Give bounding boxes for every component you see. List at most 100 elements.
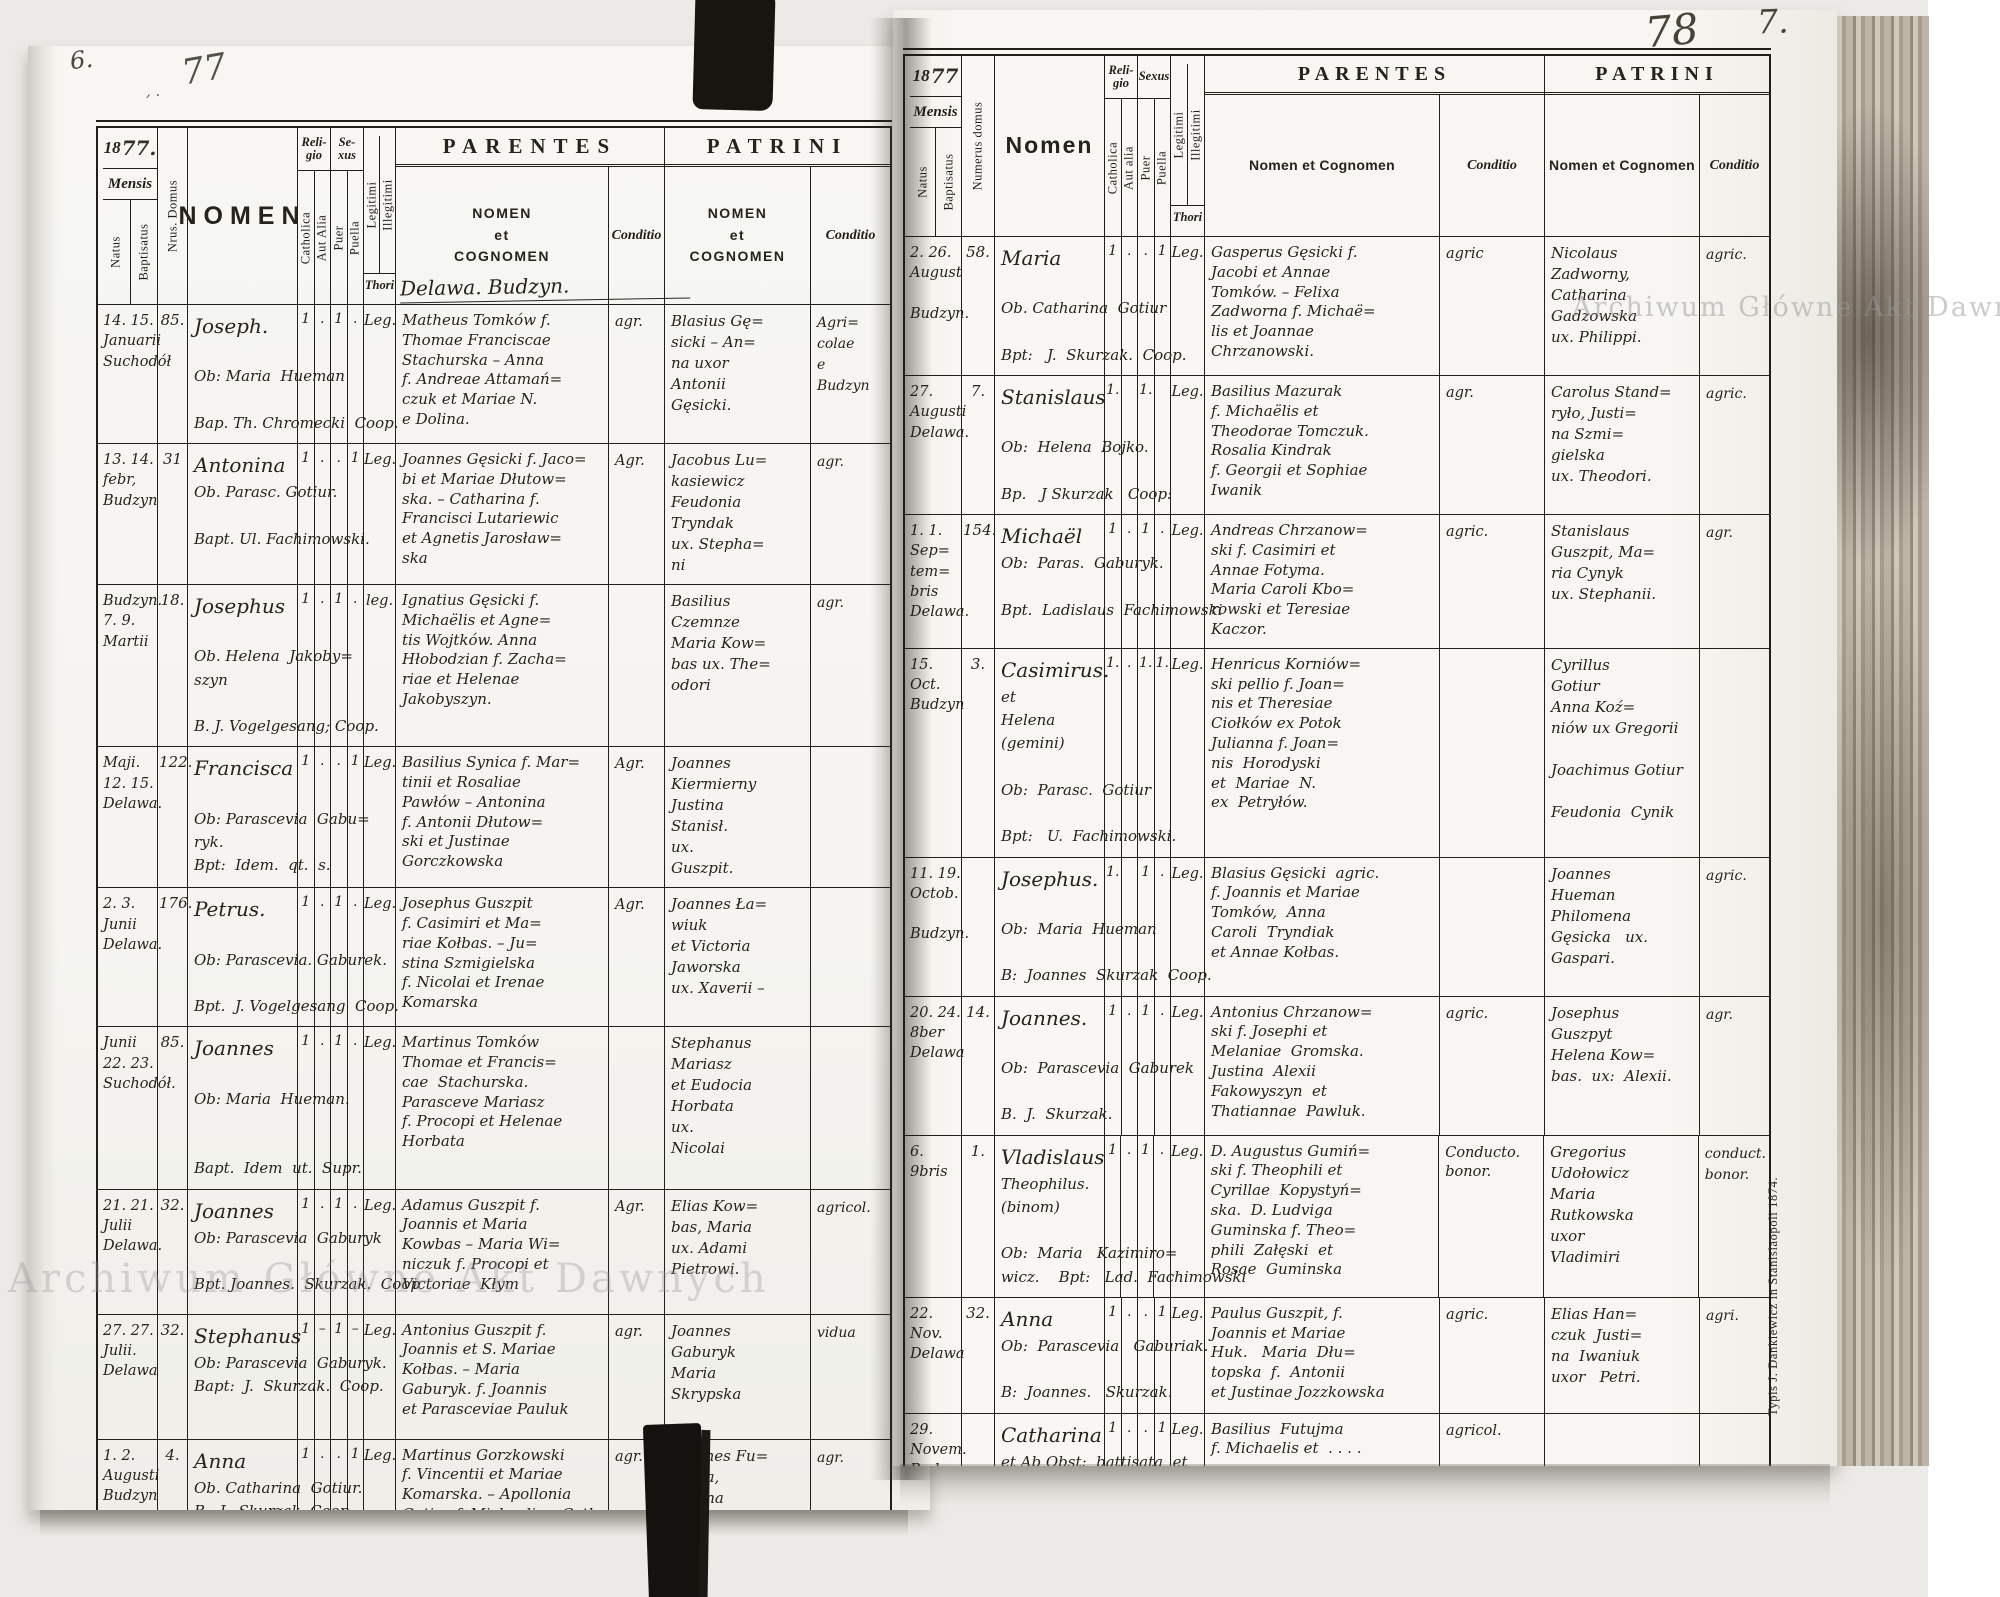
entry-house-number: 122. xyxy=(158,747,192,888)
year-label: 18 77. xyxy=(103,128,157,169)
entry-patrini-conditio xyxy=(811,747,890,887)
entry-puella: – xyxy=(348,1314,364,1439)
register-entry-row: 15. Oct. Budzyn 3. Casimirus. et Helena … xyxy=(905,648,1769,858)
entry-parentes-conditio: Agr. xyxy=(609,1189,665,1314)
page-shadow xyxy=(40,1510,908,1536)
entry-date: 27. 27. Julii. Delawa xyxy=(98,1314,158,1439)
entry-patrini: Elias Kow= bas, Maria ux. Adami Pietrowi… xyxy=(665,1189,811,1314)
patrini-title: PATRINI xyxy=(665,128,890,167)
entry-nomen: Stephanus Ob: Parascevia Gaburyk. Bapt: … xyxy=(188,1314,387,1439)
entry-patrini-conditio xyxy=(811,888,890,1026)
entry-nomen: Casimirus. et Helena (gemini) Ob: Parasc… xyxy=(995,648,1176,857)
register-entry-row: 20. 24. 8ber Delawa 14. Joannes. Ob: Par… xyxy=(905,996,1769,1136)
nomen-column: NOMEN xyxy=(178,128,300,304)
natus-column: Natus xyxy=(103,200,131,304)
entry-parentes: Andreas Chrzanow= ski f. Casimiri et Ann… xyxy=(1205,515,1440,648)
entry-house-number: 32. xyxy=(158,1314,188,1439)
entry-patrini: Carolus Stand= ryło, Justi= na Szmi= gie… xyxy=(1545,376,1700,514)
entry-aut-alia xyxy=(1122,857,1138,996)
entry-nomen: Stanislaus Ob: Helena Bojko. Bp. J Skurz… xyxy=(995,376,1172,514)
entry-house-number: 32. xyxy=(158,1189,188,1314)
entry-aut-alia: . xyxy=(315,444,331,584)
entry-parentes-conditio: Agr. xyxy=(609,888,665,1027)
entry-patrini: Basilius Czemnze Maria Kow= bas ux. The=… xyxy=(665,585,811,747)
entry-patrini-conditio xyxy=(1700,649,1769,857)
entry-nomen: Vladislaus Theophilus. (binom) Ob: Maria… xyxy=(995,1135,1246,1297)
entry-parentes: Josephus Guszpit f. Casimiri et Ma= riae… xyxy=(396,888,609,1027)
entry-aut-alia: . xyxy=(1122,237,1138,375)
entry-aut-alia: . xyxy=(315,888,331,1027)
entry-puer: . xyxy=(331,747,348,888)
entry-legitimi: Leg. xyxy=(1171,376,1205,514)
year-handwritten: 77 xyxy=(930,64,959,88)
catholica-column: Catholica xyxy=(1105,99,1122,236)
religio-label: Reli- gio xyxy=(1105,56,1138,98)
entry-legitimi: Leg. xyxy=(1171,1413,1205,1466)
register-entry-row: Maji. 12. 15. Delawa. 122. Francisca Ob:… xyxy=(98,747,890,889)
entry-legitimi: Leg. xyxy=(364,888,396,1027)
entry-aut-alia: . xyxy=(1122,1413,1138,1466)
entry-patrini-conditio: agric. xyxy=(1706,247,1747,263)
aut-alia-column: Aut alia xyxy=(1122,99,1138,236)
entry-parentes-conditio: agric. xyxy=(1440,996,1545,1135)
entry-aut-alia: . xyxy=(1122,515,1138,648)
entry-parentes-conditio xyxy=(609,1027,665,1189)
entry-parentes: Matheus Tomków f. Thomae Franciscae Stac… xyxy=(396,305,609,443)
sexus-label: Sexus xyxy=(1138,69,1170,84)
entry-puer: 1 xyxy=(1138,996,1155,1135)
entry-house-number: 176. xyxy=(158,888,192,1027)
entry-patrini: Joannes Kiermierny Justina Stanisł. ux. … xyxy=(665,747,811,888)
entry-house-number: 32. xyxy=(962,1297,995,1413)
entry-aut-alia: . xyxy=(315,1439,331,1510)
entry-house-number: 85. xyxy=(158,305,188,443)
entry-catholica: 1 xyxy=(298,444,315,584)
entry-puella: 1 xyxy=(1155,1297,1171,1413)
register-entry-row: 13. 14. febr, Budzyn 31 Antonina Ob. Par… xyxy=(98,444,890,585)
entry-legitimi: Leg. xyxy=(1171,1135,1205,1297)
entry-legitimi: Leg. xyxy=(1171,515,1205,648)
entry-legitimi: Leg. xyxy=(1171,1297,1205,1413)
entry-date: 29. Novem. Budzyn. xyxy=(905,1413,969,1466)
header-mensis-column: 18 77. Mensis Natus Baptisatus xyxy=(98,128,158,304)
entry-patrini-conditio xyxy=(811,1027,890,1188)
entry-puella: . xyxy=(348,585,364,747)
entry-patrini: Stanislaus Guszpit, Ma= ria Cynyk ux. St… xyxy=(1545,515,1700,648)
entry-catholica: 1 xyxy=(298,747,315,888)
entry-legitimi: Leg. xyxy=(1171,996,1205,1135)
entry-house-number: 85. xyxy=(158,1027,188,1189)
entry-aut-alia: . xyxy=(315,585,331,747)
entry-patrini: Nicolaus Zadworny, Catharina Gadzowska u… xyxy=(1545,237,1700,375)
entry-legitimi: Leg. xyxy=(364,305,396,443)
entry-house-number: 4. xyxy=(158,1439,188,1510)
entry-catholica: 1. xyxy=(1105,376,1122,514)
entry-catholica: 1 xyxy=(1105,996,1122,1135)
entry-date: 27. Augusti Delawa. xyxy=(905,376,969,514)
entry-aut-alia: – xyxy=(315,1314,331,1439)
entry-patrini-conditio: agr. xyxy=(1706,525,1733,541)
entry-nomen: Joseph. Ob: Maria Hueman Bap. Th. Chrome… xyxy=(188,305,398,443)
puer-column: Puer xyxy=(331,171,348,304)
handwritten-marks: , . xyxy=(146,82,161,100)
entry-date: 21. 21. Julii Delawa. xyxy=(98,1189,162,1314)
entry-patrini-conditio: agr. xyxy=(817,1449,844,1466)
puella-column: Puella xyxy=(1154,150,1169,185)
entry-date: 2. 26. August Budzyn. xyxy=(905,237,969,375)
entry-parentes-conditio: Agr. xyxy=(609,747,665,888)
entry-patrini-conditio: agr. xyxy=(817,454,844,470)
left-page: 18 77. Mensis Natus Baptisatus Nrus. Domu… xyxy=(28,46,930,1510)
register-entry-row: 2. 3. Junii Delawa. 176. Petrus. Ob: Par… xyxy=(98,888,890,1028)
entry-nomen: Anna Ob: Parascevia Gaburiak. B: Joannes… xyxy=(995,1297,1208,1413)
entry-catholica: 1 xyxy=(1105,515,1122,648)
handwritten-folio-note: 6. xyxy=(68,44,95,76)
page-edges xyxy=(1837,16,1929,1466)
entry-puella: 1 xyxy=(1155,1413,1171,1466)
entry-puella: 1 xyxy=(348,1439,364,1510)
entry-patrini xyxy=(1545,1413,1700,1466)
entry-puer: 1 xyxy=(1138,515,1155,648)
entry-house-number xyxy=(962,1413,995,1466)
year-handwritten: 77. xyxy=(121,136,157,160)
entry-puer: . xyxy=(1138,237,1155,375)
parentes-nomen-cognomen: Nomen et Cognomen xyxy=(1205,95,1440,236)
entry-parentes: Henricus Korniów= ski pellio f. Joan= ni… xyxy=(1205,648,1440,857)
